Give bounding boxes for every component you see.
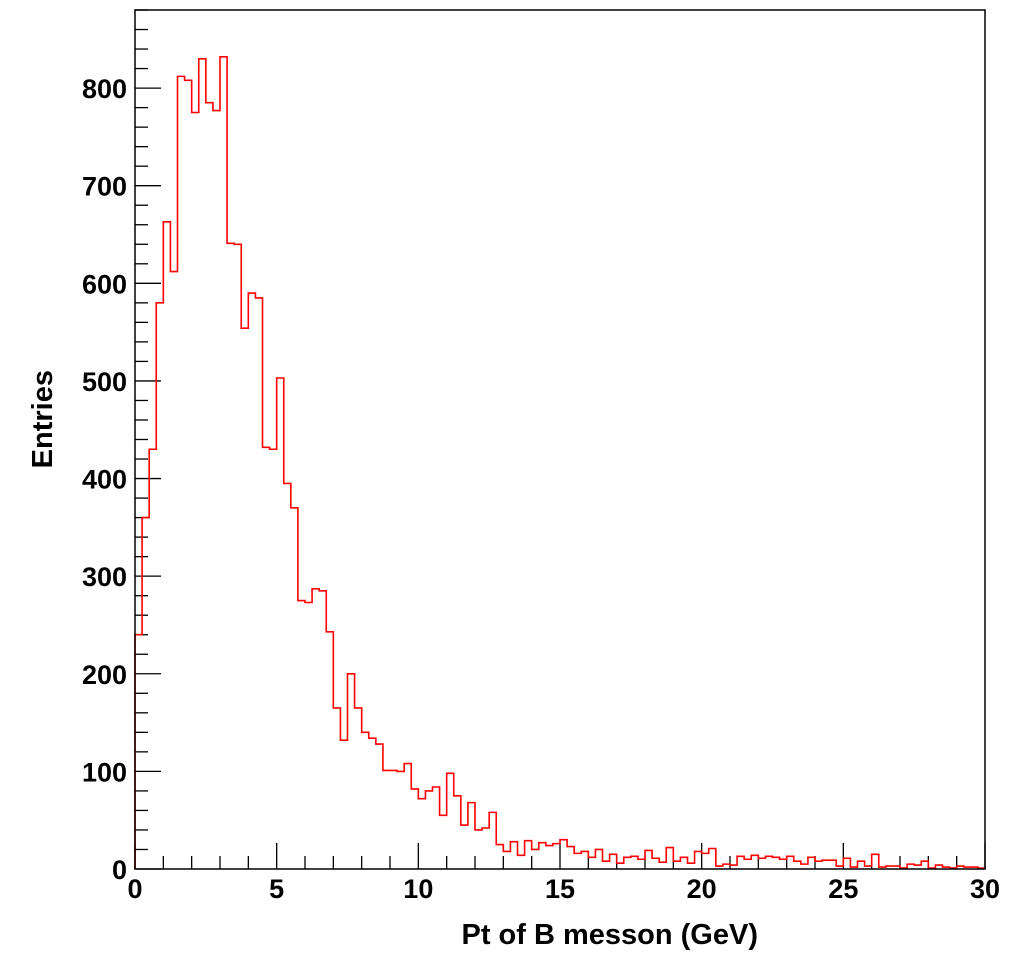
plot-frame (134, 9, 986, 870)
x-tick-label: 20 (687, 874, 717, 904)
y-tick-label: 800 (82, 74, 127, 104)
x-tick-label: 25 (828, 874, 858, 904)
x-axis-title: Pt of B messon (GeV) (462, 919, 759, 951)
y-tick-label: 700 (82, 172, 127, 202)
x-tick-label: 5 (269, 874, 284, 904)
y-tick-label: 600 (82, 269, 127, 299)
y-tick-label: 0 (112, 855, 127, 885)
histogram-series-line (134, 56, 986, 869)
y-axis-title: Entries (27, 370, 59, 468)
y-tick-label: 300 (82, 562, 127, 592)
y-tick-label: 200 (82, 660, 127, 690)
y-tick-label: 100 (82, 757, 127, 787)
x-tick-label: 10 (403, 874, 433, 904)
x-tick-label: 30 (970, 874, 1000, 904)
y-tick-label: 500 (82, 367, 127, 397)
x-tick-label: 15 (545, 874, 575, 904)
x-tick-label: 0 (127, 874, 142, 904)
y-tick-label: 400 (82, 465, 127, 495)
